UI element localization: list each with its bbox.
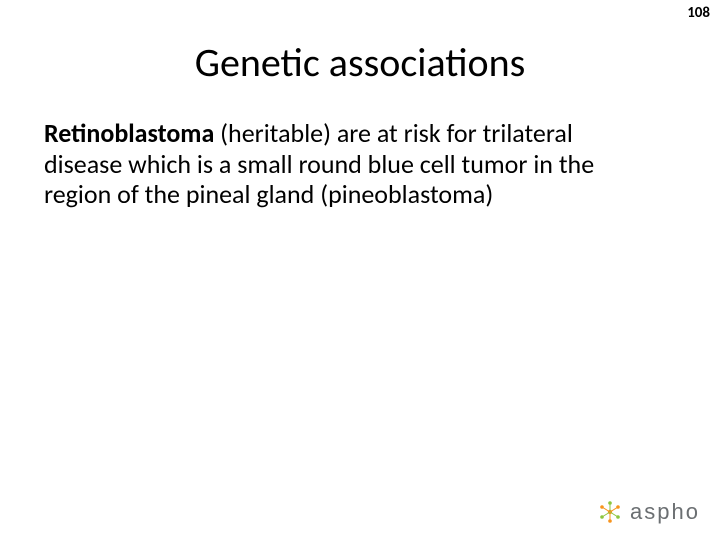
aspho-logo: aspho bbox=[596, 498, 700, 526]
slide-title: Genetic associations bbox=[0, 38, 720, 87]
aspho-logo-text: aspho bbox=[630, 499, 700, 525]
slide-container: 108 Genetic associations Retinoblastoma … bbox=[0, 0, 720, 540]
page-number: 108 bbox=[687, 4, 710, 22]
aspho-logo-icon bbox=[596, 498, 624, 526]
slide-body-text: Retinoblastoma (heritable) are at risk f… bbox=[44, 118, 654, 210]
body-lead-bold: Retinoblastoma bbox=[44, 117, 214, 149]
